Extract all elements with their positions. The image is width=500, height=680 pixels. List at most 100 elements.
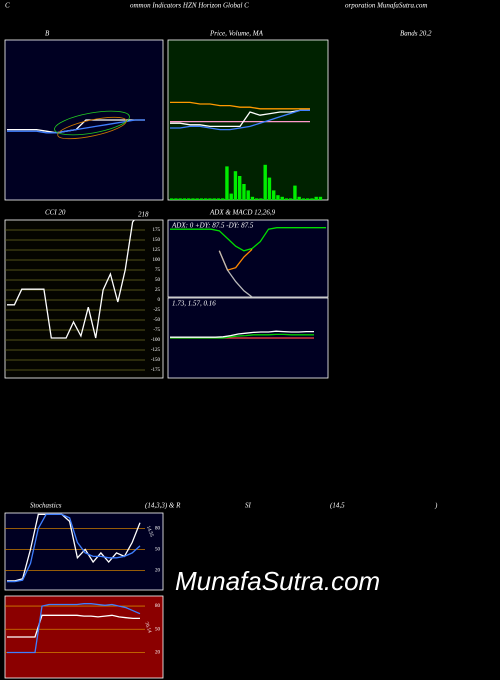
- y-tick-label: -75: [153, 328, 160, 333]
- volume-bar: [242, 184, 246, 200]
- plot: [5, 220, 145, 371]
- volume-bar: [182, 198, 187, 200]
- volume-bar: [293, 185, 297, 200]
- series-line: [7, 603, 141, 654]
- y-tick-label: 50: [155, 278, 161, 283]
- plot: [170, 330, 314, 339]
- volume-bar: [191, 198, 195, 200]
- series-line: [7, 513, 141, 583]
- value-label: 218: [138, 211, 149, 219]
- volume-bar: [216, 198, 221, 200]
- y-tick-label: 150: [153, 238, 161, 243]
- series-line: [170, 109, 310, 128]
- volume-bar: [187, 198, 191, 200]
- annotation: 14.55: [145, 525, 154, 538]
- plot: [7, 119, 145, 134]
- panel-title: (14,3,3) & R: [145, 502, 181, 510]
- series-line: [7, 513, 141, 582]
- series-line: [170, 333, 314, 339]
- volume-bar: [272, 190, 276, 200]
- volume-bar: [301, 198, 306, 200]
- plot: [170, 164, 323, 200]
- plot: [5, 603, 145, 654]
- volume-bar: [212, 198, 216, 200]
- series-line: [7, 119, 145, 134]
- y-tick-label: 25: [155, 288, 161, 293]
- panel-title: (14,5: [330, 502, 345, 510]
- y-tick-label: 50: [155, 548, 161, 553]
- volume-bar: [267, 177, 272, 200]
- plot: [5, 513, 145, 583]
- volume-bar: [195, 198, 199, 200]
- volume-bar: [314, 196, 318, 200]
- y-tick-label: -125: [151, 348, 161, 353]
- volume-bar: [178, 198, 182, 200]
- y-tick-label: -25: [153, 308, 160, 313]
- value-label: 70.14: [143, 621, 152, 634]
- y-tick-label: -50: [153, 318, 160, 323]
- volume-bar: [284, 198, 289, 200]
- volume-bar: [289, 198, 293, 200]
- volume-bar: [238, 176, 242, 200]
- volume-bar: [259, 198, 263, 200]
- panel-subtitle: ADX: 0 +DY: 87.5 -DY: 87.5: [171, 222, 254, 230]
- y-tick-label: -100: [151, 338, 161, 343]
- y-tick-label: 75: [155, 268, 161, 273]
- volume-bar: [246, 190, 250, 200]
- volume-bar: [170, 198, 174, 200]
- volume-bar: [263, 164, 267, 200]
- volume-bar: [199, 198, 204, 200]
- series-line: [170, 109, 310, 131]
- series-line: [170, 227, 326, 252]
- volume-bar: [255, 198, 259, 200]
- y-tick-label: 20: [155, 651, 161, 656]
- panel: [167, 39, 329, 201]
- plot: [170, 227, 326, 297]
- series-line: [170, 330, 314, 338]
- y-tick-label: 80: [155, 604, 161, 609]
- volume-bar: [221, 198, 225, 200]
- series-line: [7, 220, 136, 339]
- series-line: [218, 250, 253, 297]
- panel-title: Stochastics: [30, 502, 62, 510]
- panel-title: CCI 20: [45, 209, 66, 217]
- volume-bar: [225, 166, 229, 200]
- volume-bar: [280, 196, 284, 200]
- panel-subtitle: 1.73, 1.57, 0.16: [172, 300, 216, 308]
- volume-bar: [174, 198, 178, 200]
- volume-bar: [204, 198, 208, 200]
- plot: [170, 101, 310, 131]
- y-tick-label: 50: [155, 627, 161, 632]
- panel-title: Bands 20,2: [400, 30, 432, 38]
- volume-bar: [310, 198, 314, 200]
- band-ellipse: [54, 110, 130, 136]
- y-tick-label: 100: [153, 258, 161, 263]
- volume-bar: [276, 195, 280, 200]
- panel: [167, 219, 329, 298]
- panel-title: SI: [245, 502, 252, 510]
- y-tick-label: 125: [153, 248, 161, 253]
- panel-title: ADX & MACD 12,26,9: [209, 209, 276, 217]
- panel-title: ): [434, 502, 438, 510]
- panel-title: B: [45, 30, 50, 38]
- volume-bar: [208, 198, 212, 200]
- volume-bar: [229, 193, 233, 200]
- volume-bar: [306, 198, 310, 200]
- header-text: C: [5, 2, 10, 10]
- band-ellipse: [57, 116, 127, 140]
- volume-bar: [297, 196, 301, 200]
- y-tick-label: 20: [155, 569, 161, 574]
- volume-bar: [233, 171, 238, 200]
- panel-title: Price, Volume, MA: [209, 30, 264, 38]
- panel: [4, 219, 164, 379]
- y-tick-label: 175: [153, 228, 161, 233]
- y-tick-label: 80: [155, 527, 161, 532]
- watermark: MunafaSutra.com: [175, 566, 380, 596]
- y-tick-label: 0: [158, 298, 161, 303]
- header-text: orporation MunafaSutra.com: [345, 2, 427, 10]
- y-tick-label: -175: [151, 368, 161, 373]
- volume-bar: [250, 196, 255, 200]
- series-line: [170, 101, 310, 110]
- header-text: ommon Indicators HZN Horizon Global C: [130, 2, 249, 10]
